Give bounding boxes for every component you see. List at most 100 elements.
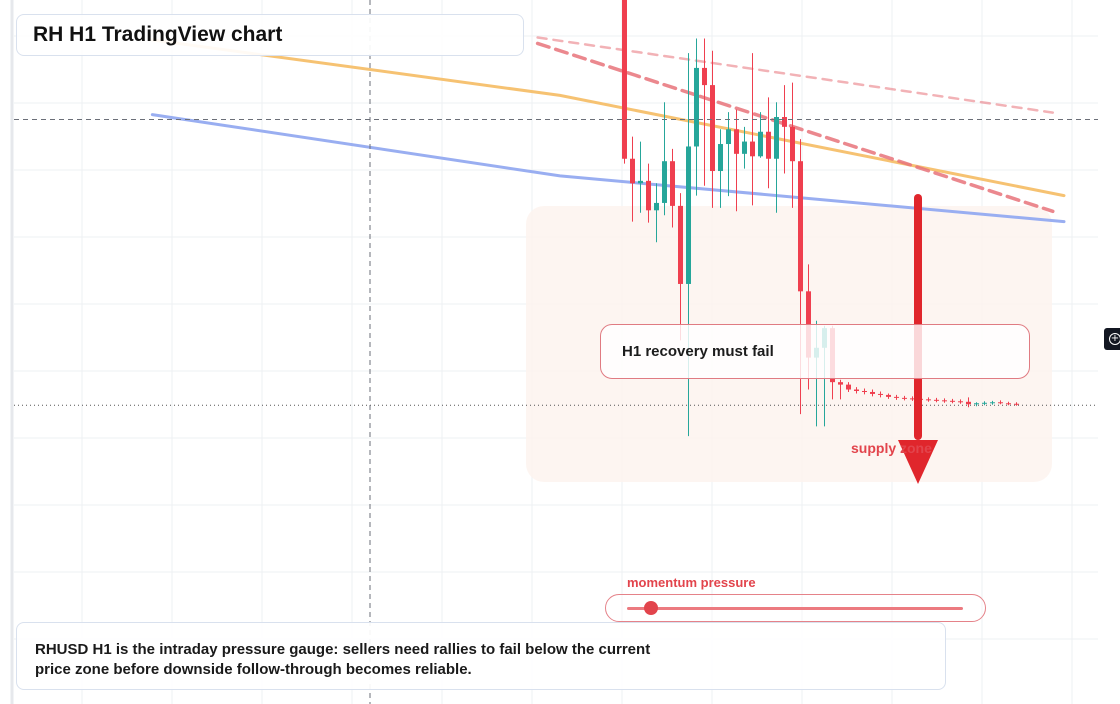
candle [670,148,675,228]
candle [902,395,907,401]
candle [654,183,659,243]
candle-body [742,141,747,154]
arrow-head [898,440,938,484]
crosshair-add-button[interactable]: + [1104,328,1120,350]
candle-body [758,131,763,157]
candle [1014,402,1019,406]
candle-body [838,382,843,385]
candle [782,85,787,174]
candle-body [990,402,995,404]
candle-body [694,67,699,147]
ema-slow-line [150,113,1066,224]
candle [878,391,883,398]
candle [854,387,859,394]
ema-fast-line [150,38,1066,198]
candle-body [878,393,883,395]
momentum-label: momentum pressure [627,575,756,590]
candle [702,38,707,186]
plus-circle-icon: + [1109,333,1120,345]
upper-trendline [536,36,1055,114]
candle [694,38,699,196]
candle [926,397,931,402]
candle [838,379,843,400]
candle-body [654,202,659,211]
candle-body [902,397,907,399]
supply-zone-label: supply zone [851,440,932,456]
candle [774,102,779,213]
candle [718,129,723,208]
crosshair [14,0,1098,704]
candle [758,112,763,158]
candle-body [670,161,675,206]
candle-body [774,117,779,159]
candle-body [662,161,667,203]
candle-body [678,205,683,284]
candle [646,163,651,223]
candle-body [846,384,851,390]
candle [894,394,899,400]
candle [886,393,891,399]
arrow-shaft [914,194,922,440]
candle [974,402,979,407]
candle-body [702,67,707,86]
candle-body [638,180,643,184]
candle-body [798,161,803,292]
candle-body [1014,403,1019,405]
momentum-track [627,607,963,610]
candle [934,397,939,403]
candle [958,399,963,404]
candle-body [974,403,979,405]
candle-body [862,390,867,392]
candle [750,53,755,206]
momentum-knob[interactable] [643,601,658,615]
candle [726,112,731,197]
candle-body [1006,403,1011,405]
candle-body [734,129,739,154]
candle-body [766,131,771,159]
momentum-gauge[interactable] [605,594,986,622]
candle-body [910,398,915,400]
candle-body [950,400,955,402]
candle-body [982,402,987,404]
candle-body [958,401,963,403]
lower-trendline [535,41,1055,214]
candle [982,401,987,406]
candle-body [726,129,731,145]
candle-body [870,391,875,394]
candle [622,0,627,164]
candle-body [622,0,627,159]
candle [966,397,971,408]
description-text: RHUSD H1 is the intraday pressure gauge:… [35,641,651,678]
candle [742,126,747,169]
candle-body [894,396,899,398]
candle-body [998,402,1003,404]
candle [710,50,715,208]
candle [846,382,851,392]
chart-title: RH H1 TradingView chart [33,23,283,46]
candle [910,396,915,401]
candle-body [630,158,635,184]
candle-body [718,144,723,172]
candle-body [942,400,947,402]
candle [998,400,1003,405]
candle [638,141,643,213]
candle [790,82,795,208]
candle [942,398,947,403]
chart-title-box: RH H1 TradingView chart [16,14,524,56]
candle-body [710,85,715,172]
candle-body [934,399,939,401]
candle [990,400,995,405]
candle-body [646,180,651,211]
candle-body [854,389,859,391]
callout-text: H1 recovery must fail [622,343,774,360]
candle [862,388,867,395]
candle [662,102,667,216]
candle-body [966,401,971,405]
candle-body [790,126,795,162]
candle [734,109,739,212]
candle [870,389,875,397]
candle-body [926,399,931,401]
candle [630,136,635,222]
candle-body [686,146,691,284]
candle [766,97,771,189]
